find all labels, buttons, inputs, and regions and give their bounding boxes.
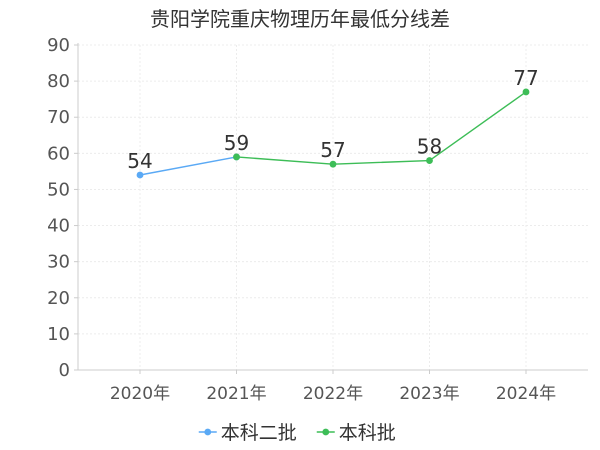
y-tick-label: 40 <box>47 216 70 237</box>
data-point <box>136 171 144 179</box>
grid-lines <box>78 44 588 370</box>
x-tick-label: 2024年 <box>496 384 556 404</box>
data-point <box>329 160 337 168</box>
x-tick-label: 2023年 <box>399 384 459 404</box>
axes: 0 10 20 30 40 50 60 70 80 90 2020年 2021年 2022年 2023年 2… <box>47 35 588 404</box>
data-point <box>522 88 530 96</box>
y-tick-label: 70 <box>47 107 70 128</box>
series-line-1 <box>139 156 237 176</box>
y-tick-label: 60 <box>47 143 70 164</box>
y-tick-label: 90 <box>47 35 70 56</box>
legend-label: 本科二批 <box>221 422 297 444</box>
data-label: 57 <box>320 138 345 162</box>
x-tick-label: 2021年 <box>206 384 266 404</box>
y-tick-label: 10 <box>47 324 70 345</box>
series-lines <box>136 88 530 179</box>
data-labels: 54 59 57 58 77 <box>127 66 538 173</box>
chart-title: 贵阳学院重庆物理历年最低分线差 <box>150 7 450 31</box>
data-point <box>233 153 240 161</box>
data-label: 59 <box>224 131 249 155</box>
y-tick-label: 30 <box>47 252 70 273</box>
y-tick-label: 80 <box>47 71 70 92</box>
data-label: 54 <box>127 149 152 173</box>
legend-marker-icon <box>204 428 212 436</box>
data-point <box>426 157 433 164</box>
series-line-2 <box>236 91 527 165</box>
x-tick-label: 2020年 <box>110 384 170 404</box>
y-tick-label: 50 <box>47 179 70 200</box>
data-label: 77 <box>513 66 538 90</box>
legend-item-1[interactable]: 本科二批 <box>198 422 297 444</box>
legend[interactable]: 本科二批 本科批 <box>198 422 396 444</box>
y-tick-label: 0 <box>59 360 70 381</box>
data-label: 58 <box>417 135 442 159</box>
legend-label: 本科批 <box>339 422 396 444</box>
x-tick-label: 2022年 <box>303 384 363 404</box>
y-tick-label: 20 <box>47 288 70 309</box>
legend-marker-icon <box>322 428 330 436</box>
legend-item-2[interactable]: 本科批 <box>316 422 396 444</box>
